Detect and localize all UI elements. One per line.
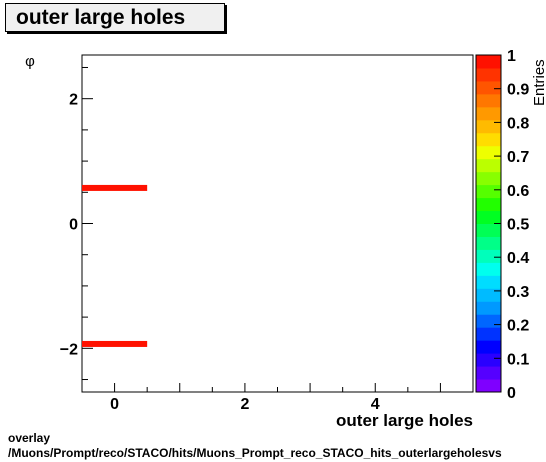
colorbar-tick-label: 0.9 bbox=[507, 82, 529, 99]
colorbar-tick-label: 0.4 bbox=[507, 250, 529, 267]
plot-frame bbox=[81, 54, 474, 393]
colorbar-segment bbox=[476, 197, 501, 212]
x-tick-label: 0 bbox=[110, 396, 119, 413]
colorbar-tick-label: 0.5 bbox=[507, 217, 529, 234]
colorbar-tick-label: 0.6 bbox=[507, 183, 529, 200]
colorbar-segment bbox=[476, 262, 501, 276]
colorbar-segment bbox=[476, 327, 501, 341]
x-tick-label: 2 bbox=[240, 396, 249, 413]
colorbar-tick-label: 0.2 bbox=[507, 318, 529, 335]
colorbar-segment bbox=[476, 93, 501, 108]
footer-line-1: overlay bbox=[8, 431, 51, 445]
colorbar-segment bbox=[476, 340, 501, 354]
y-axis-label: φ bbox=[25, 53, 35, 70]
heatmap-cell bbox=[82, 184, 148, 191]
colorbar-segment bbox=[476, 158, 501, 173]
colorbar-segment bbox=[476, 366, 501, 380]
colorbar-segment bbox=[476, 106, 501, 121]
y-tick-label: 0 bbox=[69, 217, 78, 234]
colorbar-tick-label: 0.7 bbox=[507, 149, 529, 166]
colorbar-segment bbox=[476, 236, 501, 250]
colorbar-segment bbox=[476, 132, 501, 147]
colorbar-segment bbox=[476, 288, 501, 302]
colorbar-segment bbox=[476, 145, 501, 160]
colorbar-tick-label: 0 bbox=[507, 385, 516, 402]
colorbar-tick-label: 0.8 bbox=[507, 115, 529, 132]
colorbar-segment bbox=[476, 210, 501, 224]
colorbar-tick-label: 0.1 bbox=[507, 351, 529, 368]
colorbar-segment bbox=[476, 223, 501, 237]
x-tick-label: 4 bbox=[371, 396, 380, 413]
colorbar-segment bbox=[476, 80, 501, 95]
colorbar-tick-label: 0.3 bbox=[507, 284, 529, 301]
colorbar-segment bbox=[476, 55, 501, 69]
colorbar-segment bbox=[476, 67, 501, 82]
heatmap-chart: 0 2 4 −2 0 2 0 0.1 0.2 0.3 0.4 0.5 0.6 0.7 0.8 0.9 1 o… bbox=[25, 48, 546, 430]
colorbar-segment bbox=[476, 379, 501, 393]
histogram-title: outer large holes bbox=[5, 3, 225, 32]
colorbar-segment bbox=[476, 301, 501, 315]
colorbar-segment bbox=[476, 314, 501, 328]
footer-line-2: /Muons/Prompt/reco/STACO/hits/Muons_Prom… bbox=[8, 446, 502, 460]
colorbar-segment bbox=[476, 119, 501, 134]
heatmap-cell bbox=[82, 340, 148, 347]
colorbar-tick-label: 1 bbox=[507, 48, 516, 65]
y-tick-label: −2 bbox=[60, 341, 78, 358]
x-axis-label: outer large holes bbox=[336, 411, 473, 430]
colorbar-label: Entries bbox=[531, 59, 546, 106]
colorbar-segment bbox=[476, 171, 501, 186]
colorbar-segment bbox=[476, 353, 501, 367]
colorbar-segment bbox=[476, 184, 501, 199]
colorbar-segment bbox=[476, 249, 501, 263]
y-tick-label: 2 bbox=[69, 92, 78, 109]
colorbar-segment bbox=[476, 275, 501, 289]
